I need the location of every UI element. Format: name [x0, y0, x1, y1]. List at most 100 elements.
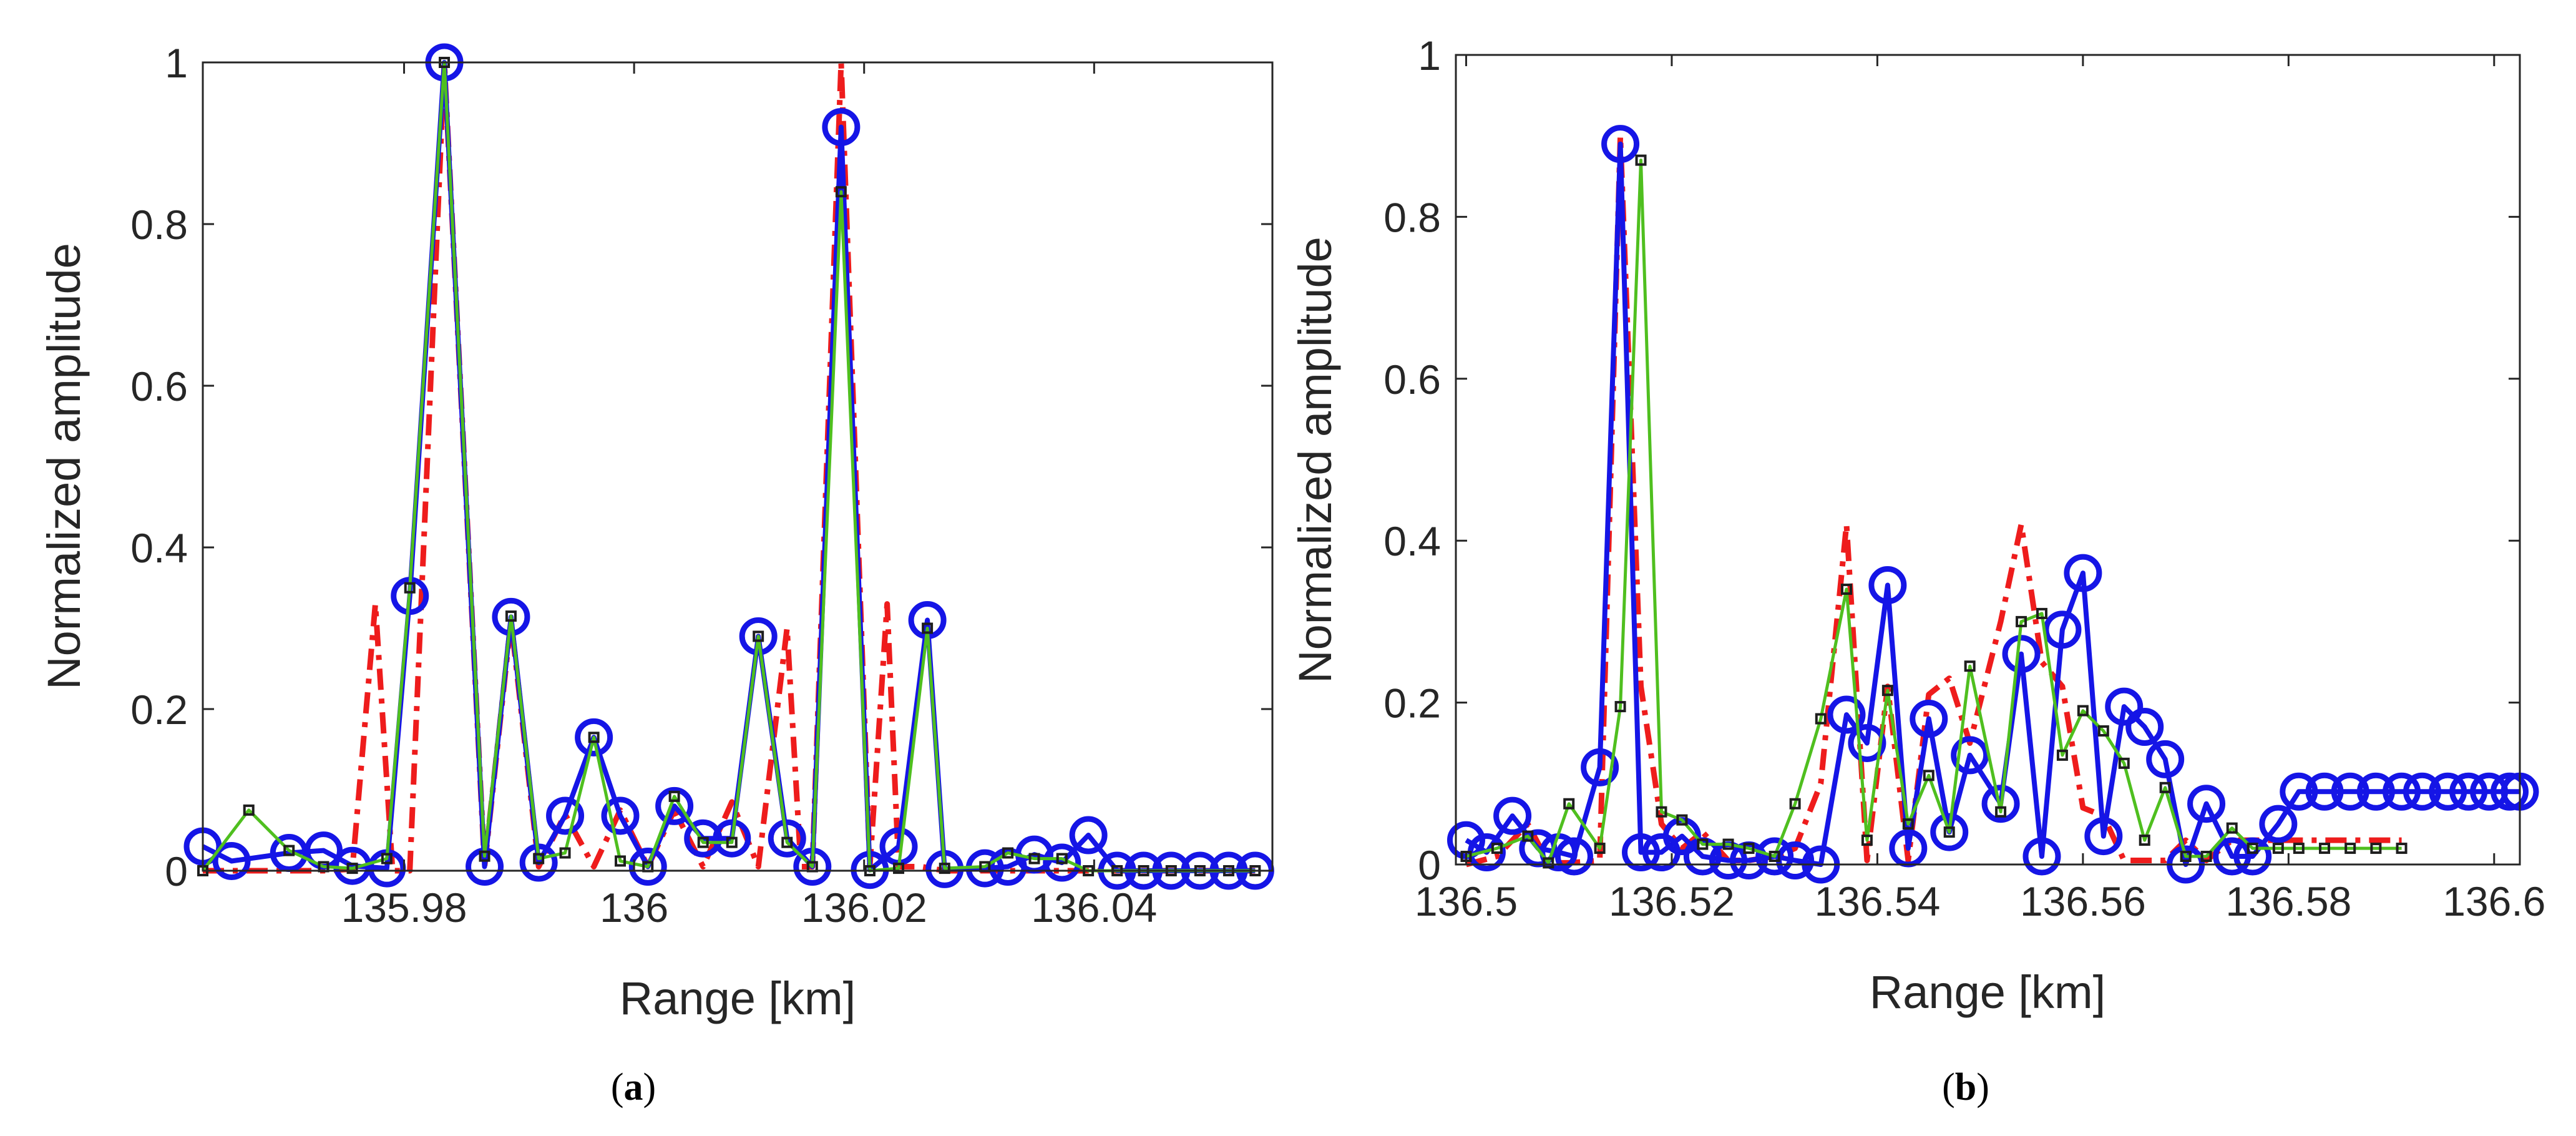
panel-b-green-point	[2370, 843, 2382, 854]
panel-b-green-point	[1722, 838, 1734, 850]
panel-b-green-point	[1943, 826, 1955, 838]
panel-a-green-point	[559, 847, 571, 859]
panel-b-blue-point	[2043, 610, 2082, 649]
panel-b-blue-point	[2084, 817, 2123, 856]
panel-b-series-blue-line	[1465, 141, 2520, 867]
panel-b-data-layer	[1447, 125, 2539, 884]
panel-a-blue-point	[684, 819, 723, 858]
panel-b-green-point	[2056, 749, 2068, 761]
panel-a-green-point	[381, 853, 393, 864]
panel-a-green-point	[1056, 853, 1068, 864]
panel-b-blue-point	[2259, 805, 2298, 843]
panel-b-blue-point	[2356, 772, 2395, 811]
panel-b-x-tick-label: 136.6	[2442, 878, 2545, 924]
panel-b-blue-point	[1868, 566, 1907, 605]
panel-a-blue-point	[601, 796, 640, 835]
panel-a: 135.98 136 136.02 136.04 0 0.2 0.4 0.6 0.8 1 Rang…	[38, 40, 1274, 1109]
panel-a-blue-point	[713, 819, 751, 858]
panel-a-green-point	[533, 853, 545, 864]
panel-a-y-tick-label: 0.2	[130, 687, 188, 733]
panel-b-green-point	[1676, 814, 1688, 826]
panel-b-green-point	[2180, 851, 2192, 863]
panel-b-green-point	[1491, 843, 1503, 854]
panel-b-green-point	[2036, 607, 2047, 619]
panel-b-green-point	[2159, 781, 2171, 793]
panel-b-blue-point	[1554, 837, 1593, 876]
panel-b-green-point	[1881, 685, 1893, 697]
panel-a-blue-point	[822, 108, 861, 147]
panel-b-green-point	[1815, 713, 1827, 725]
panel-b-green-point	[2097, 725, 2109, 737]
panel-b-y-tick-label: 0.2	[1383, 680, 1441, 727]
panel-a-y-tick-label: 1	[165, 40, 188, 86]
panel-a-x-tick-label: 136	[600, 884, 668, 931]
panel-b-green-point	[2016, 615, 2027, 627]
panel-b-blue-point	[2146, 740, 2185, 778]
panel-b-green-point	[1743, 843, 1755, 854]
panel-b-blue-point	[2449, 772, 2488, 811]
panel-b-caption: (b)	[1942, 1066, 1989, 1109]
panel-a-axes-box	[202, 61, 1274, 872]
panel-b-blue-point	[1493, 796, 1532, 835]
panel-b-blue-point	[1910, 700, 1948, 738]
panel-b-blue-point	[1951, 736, 1989, 775]
panel-b-x-tick-label: 136.56	[2020, 878, 2146, 924]
panel-b-blue-point	[1827, 695, 1866, 734]
panel-a-blue-point	[575, 718, 613, 757]
panel-b-y-tick-label: 0.6	[1383, 356, 1441, 403]
panel-b-green-point	[1964, 660, 1976, 672]
panel-b-green-point	[1995, 806, 2007, 818]
panel-a-green-point	[615, 855, 627, 867]
panel-b-x-tick-label: 136.58	[2225, 878, 2351, 924]
panel-b-blue-point	[2305, 772, 2344, 811]
panel-a-series-red-line	[203, 59, 1256, 874]
panel-b-blue-point	[1755, 837, 1794, 876]
panel-b-green-point	[1861, 835, 1873, 846]
panel-a-green-point	[479, 850, 490, 862]
panel-b-blue-point	[1981, 785, 2020, 823]
panel-b-green-point	[2319, 843, 2331, 854]
panel-b-y-tick-label: 0.4	[1383, 518, 1441, 564]
panel-b-green-point	[1594, 843, 1606, 854]
panel-a-y-tick-label: 0	[165, 848, 188, 894]
panel-a-blue-point	[1069, 816, 1108, 854]
panel-b-green-point	[1563, 798, 1575, 810]
panel-b-green-point	[1789, 798, 1801, 810]
panel-b-ticks: 136.5 136.52 136.54 136.56 136.58 136.6 0 0.2 0.…	[1383, 32, 2545, 924]
panel-a-green-point	[404, 582, 416, 594]
panel-b-blue-point	[2022, 837, 2061, 876]
panel-b-blue-point	[2429, 772, 2467, 811]
panel-b-blue-point	[2187, 785, 2226, 823]
panel-b-x-tick-label: 136.54	[1814, 878, 1940, 924]
panel-a-blue-point	[628, 848, 667, 886]
panel-b-green-point	[2226, 822, 2238, 834]
panel-b-y-tick-label: 0	[1418, 842, 1441, 888]
panel-b-green-point	[1923, 770, 1934, 781]
panel-b-green-point	[1769, 851, 1780, 863]
panel-a-blue-point	[492, 597, 530, 636]
panel-b-blue-point	[2213, 837, 2252, 876]
panel-a-x-tick-label: 136.02	[801, 884, 927, 931]
panel-a-green-point	[697, 836, 709, 848]
panel-a-data-layer	[183, 43, 1274, 890]
panel-b-green-point	[1635, 154, 1647, 166]
panel-b-green-point	[1656, 806, 1667, 818]
panel-a-blue-point	[739, 617, 778, 655]
panel-a-x-tick-label: 136.04	[1031, 884, 1157, 931]
panel-a-blue-point	[1043, 843, 1081, 882]
panel-b-green-point	[1840, 584, 1852, 595]
panel-b-green-point	[2077, 705, 2089, 717]
panel-b-x-tick-label: 136.5	[1415, 878, 1518, 924]
panel-b-blue-point	[2403, 772, 2442, 811]
panel-b-axes-box	[1455, 54, 2521, 866]
panel-b-series-red-line	[1465, 133, 2402, 868]
panel-a-green-point	[893, 863, 905, 874]
panel-b-blue-point	[1581, 748, 1619, 786]
panel-b-green-point	[2139, 835, 2150, 846]
panel-a-green-point	[781, 836, 793, 848]
panel-b: 136.5 136.52 136.54 136.56 136.58 136.6 0 0.2 0.…	[1289, 32, 2545, 1109]
panel-a-x-tick-label: 135.98	[341, 884, 467, 931]
panel-a-green-point	[835, 186, 847, 198]
panel-b-blue-point	[2331, 772, 2369, 811]
panel-b-blue-point	[1601, 125, 1640, 164]
